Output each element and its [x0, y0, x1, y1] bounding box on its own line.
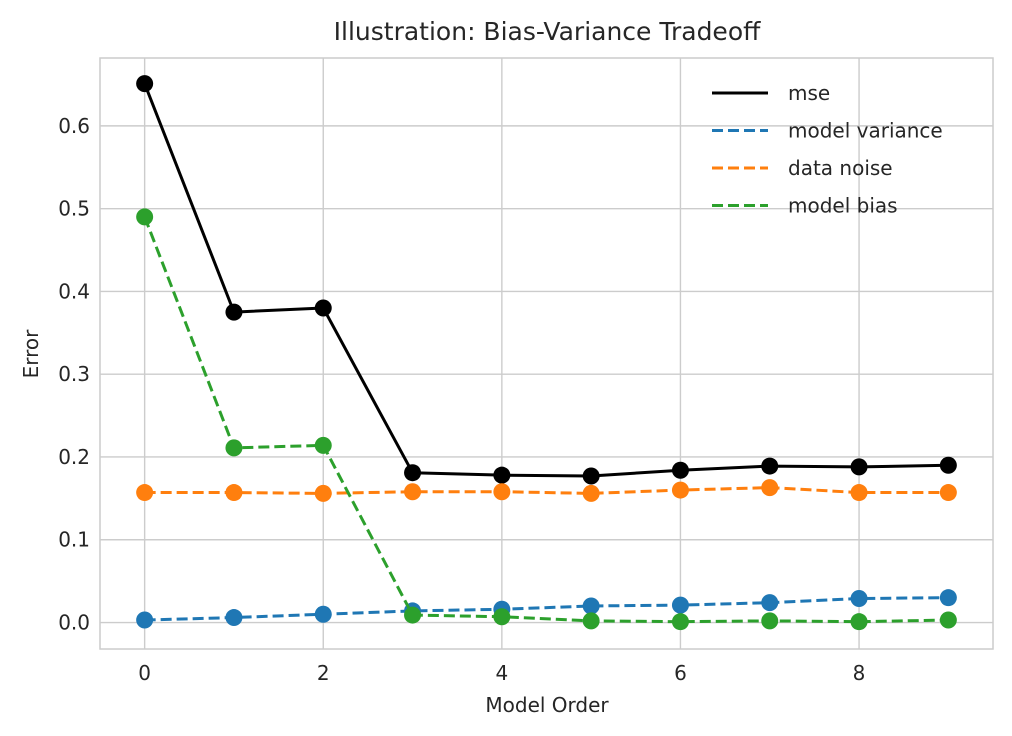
- x-tick-label: 8: [853, 661, 866, 685]
- y-tick-label: 0.4: [58, 279, 90, 303]
- grid: [100, 58, 993, 649]
- data-point-mse: [939, 456, 957, 474]
- data-point-data-noise: [493, 483, 511, 501]
- data-point-mse: [225, 303, 243, 321]
- y-tick-label: 0.1: [58, 528, 90, 552]
- data-point-model-variance: [761, 594, 779, 612]
- data-point-mse: [314, 299, 332, 317]
- data-point-data-noise: [582, 484, 600, 502]
- data-point-mse: [493, 466, 511, 484]
- x-axis-label: Model Order: [485, 693, 609, 717]
- data-point-model-variance: [850, 590, 868, 608]
- data-point-data-noise: [404, 483, 422, 501]
- legend-label-data-noise: data noise: [788, 156, 893, 180]
- data-point-mse: [404, 464, 422, 482]
- x-tick-label: 2: [317, 661, 330, 685]
- data-point-model-bias: [404, 606, 422, 624]
- data-point-model-variance: [582, 597, 600, 615]
- legend-label-model-bias: model bias: [788, 194, 898, 218]
- series-model-bias: [136, 208, 957, 631]
- y-tick-label: 0.6: [58, 114, 90, 138]
- data-point-data-noise: [761, 479, 779, 497]
- data-point-data-noise: [850, 484, 868, 502]
- data-point-model-variance: [225, 609, 243, 627]
- data-point-model-bias: [582, 612, 600, 630]
- legend-label-model-variance: model variance: [788, 119, 943, 143]
- data-point-model-variance: [136, 611, 154, 629]
- data-point-mse: [582, 467, 600, 485]
- legend-label-mse: mse: [788, 81, 830, 105]
- data-point-model-bias: [136, 208, 154, 226]
- data-point-model-bias: [939, 611, 957, 629]
- chart-title: Illustration: Bias-Variance Tradeoff: [334, 17, 761, 46]
- x-tick-label: 0: [138, 661, 151, 685]
- y-tick-label: 0.2: [58, 445, 90, 469]
- data-point-data-noise: [136, 484, 154, 502]
- y-tick-label: 0.3: [58, 362, 90, 386]
- y-tick-label: 0.0: [58, 611, 90, 635]
- series-mse: [136, 75, 957, 485]
- data-point-mse: [761, 457, 779, 475]
- plot-frame: [99, 57, 994, 650]
- y-tick-label: 0.5: [58, 197, 90, 221]
- series-line-model-variance: [144, 596, 949, 622]
- data-point-model-bias: [493, 608, 511, 626]
- data-point-data-noise: [225, 484, 243, 502]
- data-point-mse: [136, 75, 154, 93]
- data-point-model-bias: [761, 612, 779, 630]
- series-line-mse: [143, 83, 949, 478]
- data-point-data-noise: [671, 481, 689, 499]
- data-point-model-variance: [671, 596, 689, 614]
- y-tick-labels: 0.0 0.1 0.2 0.3 0.4 0.5 0.6: [58, 114, 90, 635]
- data-point-model-bias: [671, 613, 689, 631]
- series-layer: [136, 75, 957, 631]
- data-point-model-bias: [850, 613, 868, 631]
- legend: mse model variance data noise model bias: [712, 81, 943, 218]
- series-model-variance: [136, 589, 957, 629]
- series-line-model-bias: [143, 216, 949, 624]
- series-line-data-noise: [144, 486, 949, 495]
- x-tick-label: 4: [495, 661, 508, 685]
- x-tick-labels: 0 2 4 6 8: [138, 661, 865, 685]
- series-data-noise: [136, 479, 957, 502]
- data-point-model-bias: [225, 439, 243, 457]
- data-point-data-noise: [939, 484, 957, 502]
- data-point-mse: [850, 458, 868, 476]
- data-point-mse: [671, 461, 689, 479]
- data-point-model-variance: [939, 589, 957, 607]
- data-point-data-noise: [314, 484, 332, 502]
- x-tick-label: 6: [674, 661, 687, 685]
- data-point-model-bias: [314, 436, 332, 454]
- y-axis-label: Error: [19, 329, 43, 379]
- data-point-model-variance: [314, 605, 332, 623]
